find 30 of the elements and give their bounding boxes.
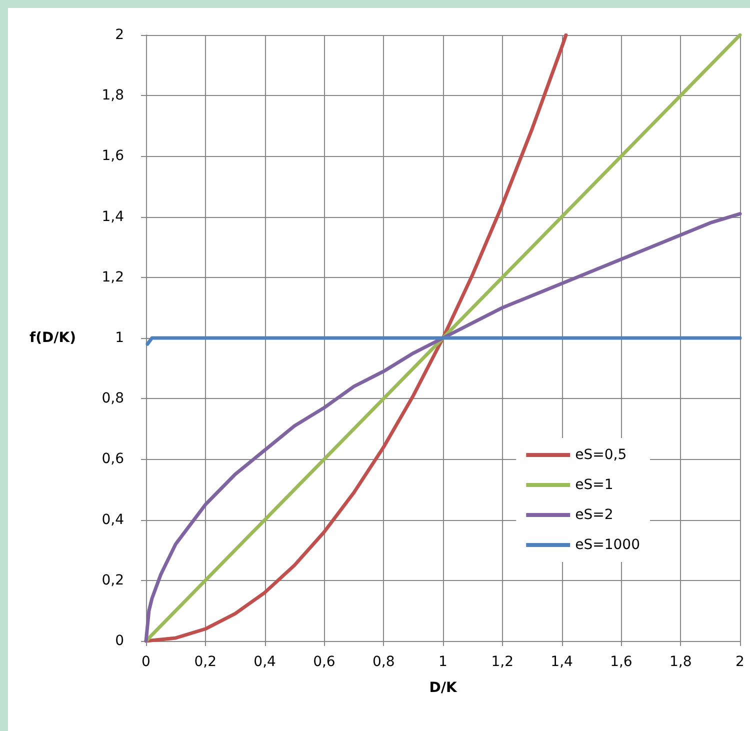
line-series bbox=[144, 33, 742, 643]
legend-label: eS=1 bbox=[575, 477, 614, 493]
y-axis-title: f(D/K) bbox=[30, 330, 76, 346]
y-tick-label: 0 bbox=[115, 633, 124, 649]
x-axis-title: D/K bbox=[429, 680, 458, 696]
line-series bbox=[144, 212, 742, 643]
y-tick-label: 0,8 bbox=[102, 390, 124, 407]
x-tick-label: 0,2 bbox=[194, 654, 217, 670]
x-tick-label: 1,2 bbox=[491, 654, 514, 670]
legend-label: eS=1000 bbox=[575, 537, 640, 553]
legend-label: eS=2 bbox=[575, 507, 614, 523]
y-tick-label: 0,2 bbox=[102, 572, 124, 588]
x-tick-label: 1,4 bbox=[550, 654, 574, 670]
x-tick-label: 1,6 bbox=[610, 654, 632, 670]
x-tick-label: 1,8 bbox=[669, 654, 692, 670]
y-tick-label: 1,2 bbox=[102, 269, 124, 286]
y-tick-label: 1,6 bbox=[102, 148, 124, 164]
x-tick-label: 0,4 bbox=[254, 654, 276, 670]
y-tick-label: 1,4 bbox=[102, 208, 124, 225]
x-tick-label: 0 bbox=[142, 654, 150, 670]
y-tick-label: 0,6 bbox=[102, 451, 124, 468]
y-tick-label: 2 bbox=[115, 27, 124, 43]
y-tick-label: 1 bbox=[115, 330, 124, 346]
legend-label: eS=0,5 bbox=[575, 447, 627, 463]
y-tick-label: 1,8 bbox=[102, 88, 124, 104]
x-tick-label: 0,8 bbox=[372, 654, 395, 670]
x-tick-label: 0,6 bbox=[313, 654, 336, 670]
x-tick-label: 1 bbox=[438, 654, 448, 670]
y-tick-label: 0,4 bbox=[102, 512, 124, 528]
x-tick-label: 2 bbox=[736, 654, 744, 670]
